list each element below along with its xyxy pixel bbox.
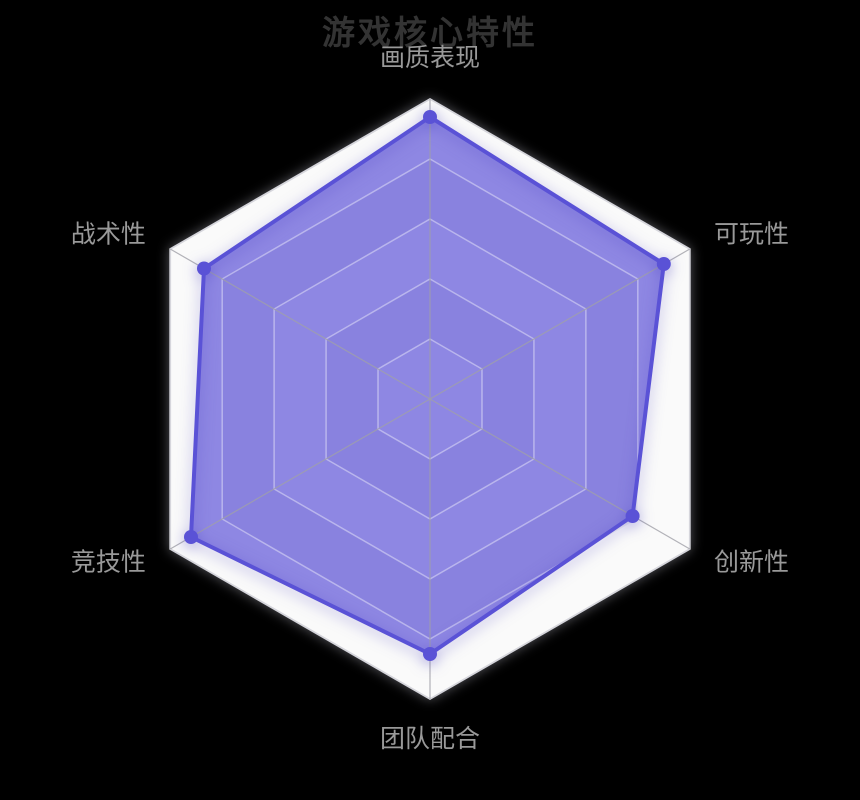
axis-label-4: 竞技性: [70, 548, 146, 577]
data-point-可玩性[interactable]: [656, 257, 671, 271]
radar-series-fill: [191, 117, 664, 654]
data-point-团队配合[interactable]: [423, 647, 437, 661]
radar-spoke-5: [169, 248, 431, 400]
radar-spoke-2: [429, 398, 691, 550]
radar-series-border-group: [184, 110, 671, 661]
radar-spoke-4: [169, 398, 431, 550]
axis-label-2: 创新性: [714, 548, 790, 577]
data-point-竞技性[interactable]: [184, 530, 198, 544]
data-point-战术性[interactable]: [197, 261, 211, 276]
chart-title: 游戏核心特性: [322, 14, 538, 51]
axis-label-5: 战术性: [70, 220, 146, 249]
axis-label-3: 团队配合: [379, 725, 481, 753]
data-point-创新性[interactable]: [625, 509, 640, 523]
axis-label-0: 画质表现: [379, 44, 481, 72]
data-point-画质表现[interactable]: [423, 110, 437, 124]
radar-series-fill-group: [191, 117, 664, 654]
radar-spoke-1: [429, 248, 691, 400]
axis-label-1: 可玩性: [714, 220, 790, 249]
